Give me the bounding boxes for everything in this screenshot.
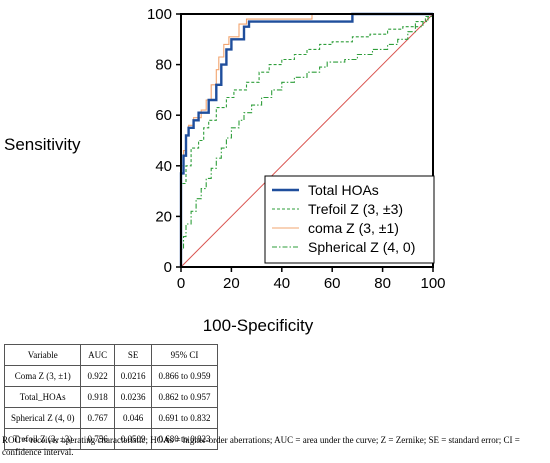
table-header-cell: 95% CI — [151, 344, 218, 366]
y-tick-label: 100 — [147, 6, 172, 23]
legend-label: Total HOAs — [308, 182, 379, 198]
table-header-cell: AUC — [80, 344, 115, 366]
x-tick-label: 80 — [374, 275, 391, 292]
series-line-trefoil-z-3-3 — [180, 14, 434, 267]
y-axis-label: Sensitivity — [4, 135, 81, 154]
series-line-spherical-z-4-0 — [180, 14, 434, 267]
table-cell: 0.0236 — [113, 386, 153, 408]
table-header-cell: SE — [113, 344, 153, 366]
x-tick-label: 60 — [324, 275, 341, 292]
reference-diagonal-line — [180, 13, 434, 268]
table-header-row: Variable AUC SE 95% CI — [3, 344, 218, 366]
legend-label: coma Z (3, ±1) — [308, 220, 399, 236]
y-tick-label: 20 — [155, 208, 172, 225]
table-cell: 0.691 to 0.832 — [151, 407, 218, 429]
series-line-total-hoas — [179, 12, 433, 267]
legend: Total HOAs Trefoil Z (3, ±3) coma Z (3, ±1… — [264, 175, 435, 264]
table-header-cell: Variable — [3, 344, 82, 366]
table-cell: 0.767 — [80, 407, 115, 429]
y-tick-label: 60 — [155, 107, 172, 124]
plot-frame — [180, 13, 434, 268]
table-cell: Total_HOAs — [3, 386, 82, 408]
table-cell: 0.756 — [80, 428, 115, 450]
x-tick-label: 40 — [273, 275, 290, 292]
table-row: Trefoil Z (3, ±3) 0.756 0.0509 0.680 to 0.8… — [3, 428, 218, 450]
legend-label: Spherical Z (4, 0) — [308, 239, 415, 255]
y-tick-label: 80 — [155, 57, 172, 74]
table-cell: 0.866 to 0.959 — [151, 365, 218, 387]
auc-table: Variable AUC SE 95% CI Coma Z (3, ±1) 0.922 0… — [3, 344, 218, 450]
x-axis-label: 100-Specificity — [203, 316, 314, 335]
table-cell: Spherical Z (4, 0) — [3, 407, 82, 429]
table-cell: 0.918 — [80, 386, 115, 408]
table-row: Spherical Z (4, 0) 0.767 0.046 0.691 to 0.8… — [3, 407, 218, 429]
legend-label: Trefoil Z (3, ±3) — [308, 201, 403, 217]
y-tick-label: 40 — [155, 158, 172, 175]
x-tick-label: 20 — [223, 275, 240, 292]
table-cell: 0.680 to 0.823 — [151, 428, 218, 450]
table-cell: 0.862 to 0.957 — [151, 386, 218, 408]
x-tick-label: 0 — [177, 275, 185, 292]
table-cell: 0.0216 — [113, 365, 153, 387]
table-cell: 0.046 — [113, 407, 153, 429]
footnote: ROC = receiver operating characteristic;… — [2, 435, 520, 457]
table-cell: Coma Z (3, ±1) — [3, 365, 82, 387]
table-cell: 0.922 — [80, 365, 115, 387]
table-row: Total_HOAs 0.918 0.0236 0.862 to 0.957 — [3, 386, 218, 408]
x-tick-label: 100 — [420, 275, 445, 292]
table-row: Coma Z (3, ±1) 0.922 0.0216 0.866 to 0.959 — [3, 365, 218, 387]
y-tick-label: 0 — [164, 259, 172, 276]
roc-chart: 0 20 40 60 80 100 0 20 40 60 80 100 Sensitivity 100… — [4, 6, 446, 335]
